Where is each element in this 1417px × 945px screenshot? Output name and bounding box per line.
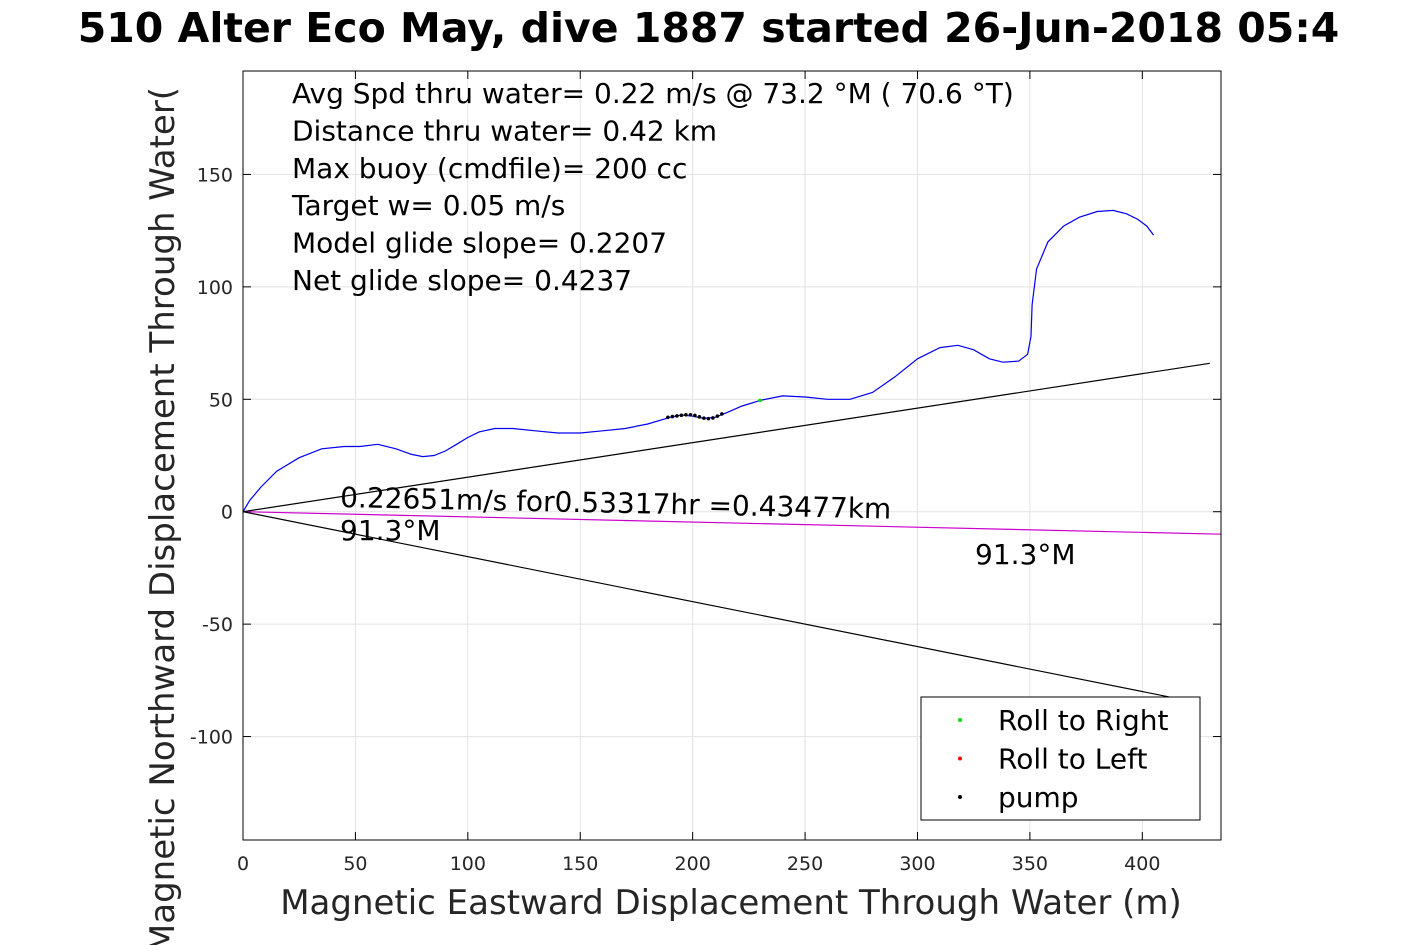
stats-line: Model glide slope= 0.2207 xyxy=(292,227,667,260)
x-tick-label: 100 xyxy=(450,853,486,875)
roll-to-right-marker xyxy=(758,398,762,403)
x-tick-label: 300 xyxy=(899,853,935,875)
pump-marker xyxy=(675,414,679,418)
x-axis-label: Magnetic Eastward Displacement Through W… xyxy=(280,883,1182,923)
stats-line: Net glide slope= 0.4237 xyxy=(292,264,632,297)
pump-marker xyxy=(693,413,697,418)
axis-ticks: 0 50 100 150 200 250 300 350 400 -100 -50 0 50 100 150 xyxy=(190,71,1221,875)
y-axis-label: Magnetic Northward Displacement Through … xyxy=(143,87,183,945)
y-tick-label: 50 xyxy=(209,389,233,411)
pump-marker xyxy=(679,413,684,418)
heading-near-label: 91.3°M xyxy=(340,514,441,547)
stats-line: Target w= 0.05 m/s xyxy=(291,189,565,222)
legend-label: pump xyxy=(998,781,1079,814)
dive-stats: Avg Spd thru water= 0.22 m/s @ 73.2 °M (… xyxy=(291,77,1014,297)
stats-line: Avg Spd thru water= 0.22 m/s @ 73.2 °M (… xyxy=(292,77,1014,110)
series-glide-upper-bound-line xyxy=(242,362,1210,513)
series-track-line xyxy=(242,209,1155,513)
pump-marker xyxy=(688,413,693,417)
x-tick-label: 400 xyxy=(1124,853,1160,875)
pump-marker xyxy=(720,412,724,416)
legend-label: Roll to Right xyxy=(998,704,1169,737)
pump-marker xyxy=(684,413,688,417)
chart-annotations: 0.22651m/s for0.53317hr =0.43477km91.3°M… xyxy=(340,481,1076,571)
x-tick-label: 150 xyxy=(562,853,598,875)
pump-marker xyxy=(715,414,720,418)
x-tick-label: 50 xyxy=(343,853,367,875)
x-tick-label: 350 xyxy=(1012,853,1048,875)
legend-box xyxy=(920,696,1201,821)
y-tick-label: 100 xyxy=(197,277,233,299)
y-tick-label: -100 xyxy=(190,727,233,749)
y-tick-label: -50 xyxy=(202,614,233,636)
legend-label: Roll to Left xyxy=(998,743,1147,776)
pump-marker xyxy=(706,416,711,421)
legend-marker xyxy=(958,718,962,722)
stats-line: Distance thru water= 0.42 km xyxy=(292,114,717,147)
chart-legend: Roll to Right Roll to Left pump xyxy=(920,696,1201,821)
chart-series xyxy=(242,209,1222,704)
pump-marker xyxy=(702,416,706,420)
pump-marker xyxy=(670,414,675,419)
legend-marker xyxy=(958,756,962,761)
x-tick-label: 200 xyxy=(675,853,711,875)
series-glide-lower-bound-line xyxy=(242,511,1199,704)
series-current-line xyxy=(242,511,1222,535)
chart-title: 510 Alter Eco May, dive 1887 started 26-… xyxy=(77,4,1340,52)
y-tick-label: 0 xyxy=(221,502,233,524)
heading-far-label: 91.3°M xyxy=(975,538,1076,571)
y-tick-label: 150 xyxy=(197,164,233,186)
legend-marker xyxy=(958,795,962,799)
plot-frame xyxy=(242,70,1222,841)
chart-markers xyxy=(666,398,762,421)
pump-marker xyxy=(666,415,670,420)
pump-marker xyxy=(697,415,702,419)
stats-line: Max buoy (cmdfile)= 200 cc xyxy=(292,152,687,185)
x-tick-label: 0 xyxy=(237,853,249,875)
x-tick-label: 250 xyxy=(787,853,823,875)
pump-marker xyxy=(711,416,715,420)
